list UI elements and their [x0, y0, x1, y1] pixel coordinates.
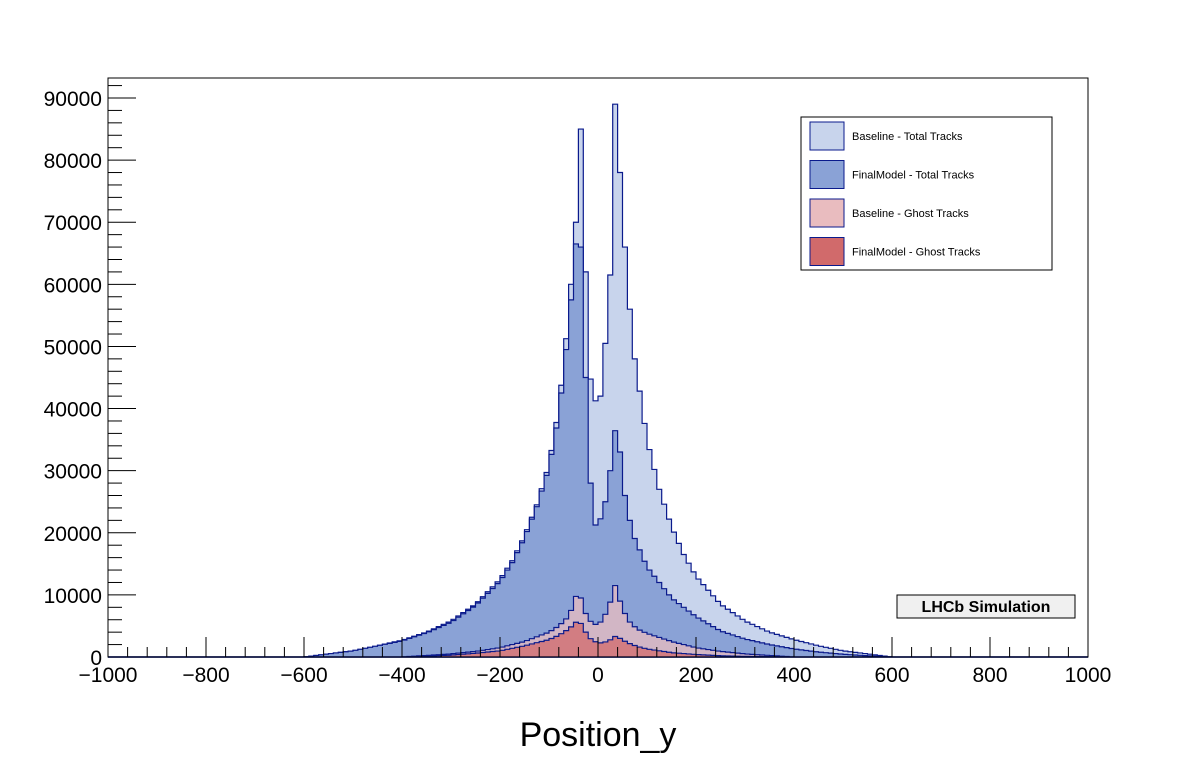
y-tick-label: 30000: [44, 461, 102, 484]
series-1-histogram: [108, 243, 1088, 658]
x-tick-label: −800: [182, 664, 229, 687]
legend-swatch: [809, 198, 845, 228]
y-tick-label: 0: [90, 647, 102, 670]
x-tick-label: −200: [476, 664, 523, 687]
x-tick-label: 400: [776, 664, 811, 687]
y-tick-label: 50000: [44, 336, 102, 359]
x-tick-label: 800: [972, 664, 1007, 687]
legend-swatch: [809, 160, 845, 189]
x-tick-label: 600: [874, 664, 909, 687]
lhcb-label-text: LHCb Simulation: [922, 599, 1051, 616]
legend-entries: Baseline - Total Tracks FinalModel - Tota…: [809, 121, 981, 266]
x-tick-label: −400: [378, 664, 425, 687]
y-tick-label: 90000: [44, 88, 102, 111]
lhcb-label-box: [896, 594, 1076, 619]
legend-swatch: [809, 237, 845, 266]
x-tick-label: −1000: [79, 664, 138, 687]
legend: Baseline - Total Tracks FinalModel - Tota…: [800, 116, 1053, 271]
lhcb-label: LHCb Simulation: [896, 594, 1076, 619]
legend-label: Baseline - Total Tracks: [852, 131, 963, 143]
y-tick-label: 60000: [44, 274, 102, 297]
x-tick-label: 1000: [1065, 664, 1112, 687]
y-tick-label: 20000: [44, 523, 102, 546]
legend-label: Baseline - Ghost Tracks: [852, 208, 969, 220]
legend-swatch: [809, 121, 845, 151]
legend-label: FinalModel - Ghost Tracks: [852, 247, 981, 259]
axes-layer: −1000 −800 −600 −400 −200 0 200 400 600 800 100001…: [44, 85, 1112, 687]
y-tick-label: 70000: [44, 212, 102, 235]
y-tick-label: 10000: [44, 585, 102, 608]
x-tick-label: 0: [592, 664, 604, 687]
y-tick-label: 80000: [44, 150, 102, 173]
x-axis-title: Position_y: [520, 716, 677, 754]
legend-label: FinalModel - Total Tracks: [852, 170, 975, 182]
x-tick-label: −600: [280, 664, 327, 687]
x-tick-label: 200: [678, 664, 713, 687]
y-tick-label: 40000: [44, 399, 102, 422]
